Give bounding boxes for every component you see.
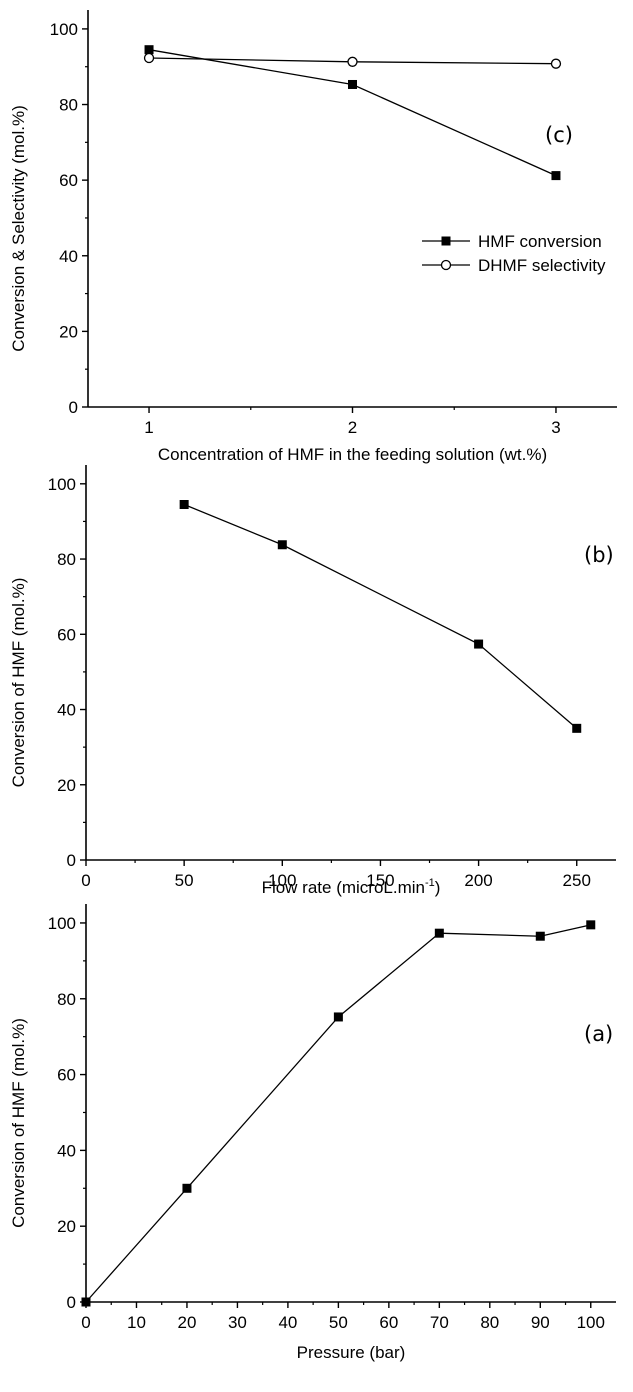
legend-label: DHMF selectivity <box>478 256 606 275</box>
y-tick-label: 100 <box>50 20 78 39</box>
data-point <box>144 45 154 55</box>
x-tick-label: 50 <box>175 871 194 890</box>
y-tick-label: 60 <box>57 625 76 644</box>
y-tick-label: 0 <box>69 398 78 417</box>
y-tick-label: 40 <box>57 701 76 720</box>
y-tick-label: 20 <box>57 776 76 795</box>
x-tick-label: 0 <box>81 871 90 890</box>
data-point <box>277 540 287 550</box>
y-tick-label: 40 <box>59 247 78 266</box>
chart-panel-1: 0 20 40 60 80 100 0 50 100 150 200 250 Flow rate (mi… <box>9 465 616 897</box>
panel-tag: (b) <box>584 543 614 567</box>
x-tick-label: 100 <box>268 871 296 890</box>
data-point <box>333 1012 343 1022</box>
legend: HMF conversion DHMF selectivity <box>422 232 606 275</box>
series-line-0 <box>183 503 578 729</box>
x-tick-label: 20 <box>177 1313 196 1332</box>
x-tick-label: 50 <box>329 1313 348 1332</box>
panel-tag: (c) <box>545 123 573 147</box>
data-point <box>348 79 357 89</box>
y-tick-label: 40 <box>57 1141 76 1160</box>
x-tick-label: 70 <box>430 1313 449 1332</box>
x-tick-label: 0 <box>81 1313 90 1332</box>
x-axis-label: Concentration of HMF in the feeding solu… <box>158 445 547 464</box>
panel-tag: (a) <box>584 1022 613 1046</box>
y-tick-label: 0 <box>67 1293 76 1312</box>
data-point <box>474 639 484 649</box>
chart-panel-2: 0 20 40 60 80 100 0 10 20 30 40 50 60 70 80 90 100 Pressu… <box>9 904 616 1362</box>
x-tick-label: 30 <box>228 1313 247 1332</box>
x-tick-label: 250 <box>563 871 591 890</box>
x-tick-label: 60 <box>379 1313 398 1332</box>
data-point <box>572 723 582 733</box>
x-axis-label-suffix: ) <box>435 878 441 897</box>
legend-marker <box>441 236 451 246</box>
y-tick-label: 80 <box>57 550 76 569</box>
y-tick-label: 60 <box>59 171 78 190</box>
y-tick-label: 60 <box>57 1066 76 1085</box>
x-tick-label: 10 <box>127 1313 146 1332</box>
y-tick-label: 20 <box>57 1217 76 1236</box>
x-tick-label: 1 <box>144 418 153 437</box>
x-axis-label-superscript: -1 <box>425 877 435 889</box>
series-line-0 <box>148 49 557 177</box>
x-tick-label: 40 <box>278 1313 297 1332</box>
x-tick-label: 90 <box>531 1313 550 1332</box>
data-point <box>81 1297 91 1307</box>
x-axis-label: Flow rate (microL.min-1) <box>262 877 441 897</box>
y-tick-label: 0 <box>67 851 76 870</box>
x-tick-label: 150 <box>366 871 394 890</box>
data-point <box>535 931 545 941</box>
data-point <box>182 1183 192 1193</box>
y-tick-label: 80 <box>57 990 76 1009</box>
y-tick-label: 100 <box>48 914 76 933</box>
x-axis-label: Pressure (bar) <box>297 1343 406 1362</box>
data-point <box>586 920 596 930</box>
y-axis-label: Conversion & Selectivity (mol.%) <box>9 105 28 352</box>
legend-marker <box>440 259 452 271</box>
legend-label: HMF conversion <box>478 232 602 251</box>
y-tick-label: 80 <box>59 96 78 115</box>
data-point <box>143 52 155 64</box>
x-tick-label: 100 <box>577 1313 605 1332</box>
series-line-0 <box>85 924 591 1303</box>
x-tick-label: 200 <box>464 871 492 890</box>
y-tick-label: 100 <box>48 475 76 494</box>
data-point <box>347 56 358 67</box>
data-point <box>434 928 444 938</box>
data-point <box>551 171 561 181</box>
data-point <box>179 500 189 509</box>
x-tick-label: 80 <box>480 1313 499 1332</box>
y-axis-label: Conversion of HMF (mol.%) <box>9 578 28 788</box>
y-tick-label: 20 <box>59 322 78 341</box>
y-axis-label: Conversion of HMF (mol.%) <box>9 1018 28 1228</box>
data-point <box>550 58 562 69</box>
x-tick-label: 3 <box>551 418 560 437</box>
x-tick-label: 2 <box>348 418 357 437</box>
